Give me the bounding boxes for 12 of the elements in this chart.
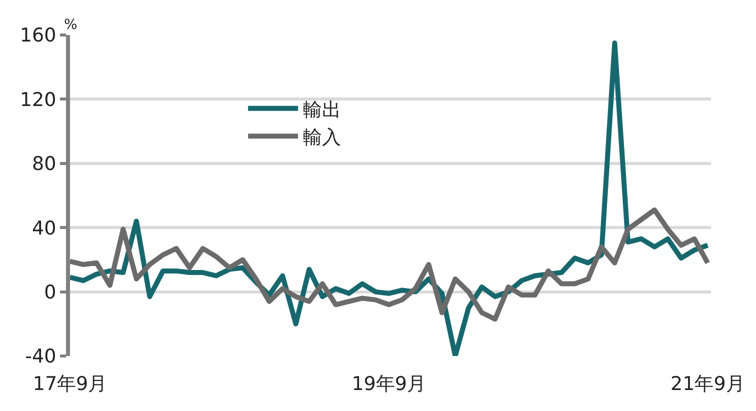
y-tick-label: 80 [32, 153, 56, 176]
y-axis-title: % [64, 17, 78, 33]
y-tick-label: 120 [20, 88, 56, 111]
x-tick-label: 19年9月 [352, 373, 426, 395]
y-tick-label: -40 [25, 346, 56, 368]
y-tick-label: 40 [32, 217, 56, 240]
y-tick-label: 160 [20, 24, 56, 47]
legend-label: 輸入 [303, 126, 342, 149]
x-tick-label: 21年9月 [670, 373, 745, 395]
y-tick-label: 0 [44, 281, 56, 304]
x-tick-label: 17年9月 [32, 373, 108, 395]
legend-label: 輸出 [303, 98, 342, 121]
